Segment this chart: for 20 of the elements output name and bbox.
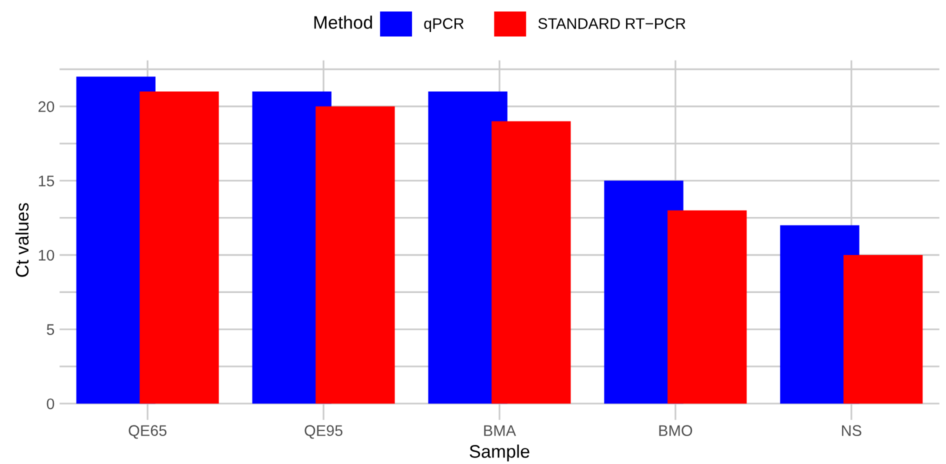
bar <box>843 254 923 404</box>
bar <box>668 210 747 404</box>
bar <box>316 106 395 404</box>
y-axis-title: Ct values <box>15 203 29 277</box>
y-tick-label: 15 <box>38 176 54 186</box>
y-tick-label: 10 <box>38 250 54 261</box>
x-tick-label: BMA <box>484 425 516 436</box>
x-tick-label: NS <box>842 425 862 436</box>
bar <box>492 121 571 404</box>
x-tick-label: BMO <box>659 425 692 436</box>
legend-label: STANDARD RT−PCR <box>538 18 686 29</box>
x-tick-label: QE95 <box>304 425 342 439</box>
y-tick-label: 0 <box>46 398 54 410</box>
y-tick-label: 20 <box>38 101 54 112</box>
legend-title: Method <box>314 16 372 29</box>
x-axis-title: Sample <box>470 444 530 462</box>
bar <box>140 92 219 404</box>
x-tick-label: QE65 <box>128 425 166 439</box>
y-tick-label: 5 <box>46 324 54 335</box>
legend-label: qPCR <box>424 18 464 32</box>
